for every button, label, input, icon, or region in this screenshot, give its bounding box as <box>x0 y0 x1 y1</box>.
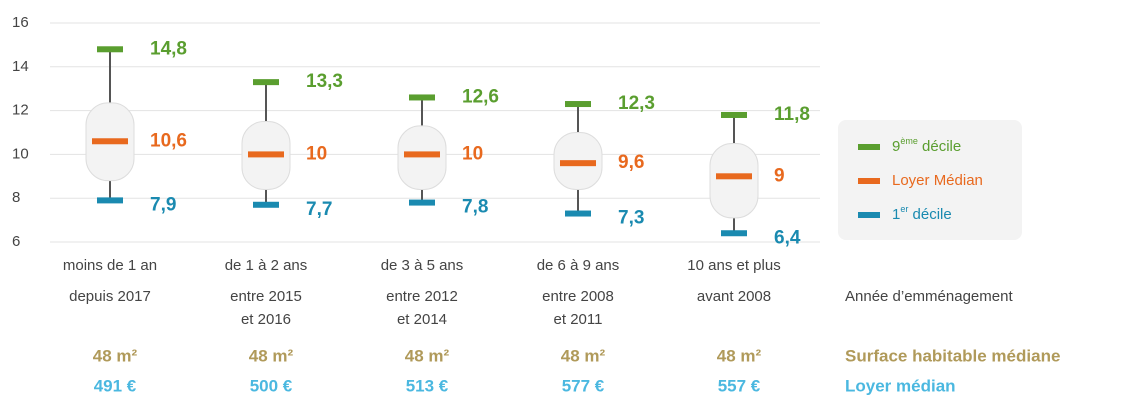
row-label: Loyer médian <box>845 376 956 395</box>
decile-cap <box>97 46 123 53</box>
decile-cap <box>409 94 435 101</box>
row-value: 513 € <box>406 376 449 395</box>
legend-text: er <box>900 204 908 214</box>
decile-cap <box>721 111 747 118</box>
decile-cap <box>253 201 279 208</box>
legend-text: décile <box>908 206 951 223</box>
legend-text: Loyer Médian <box>892 172 983 189</box>
median-bar <box>716 173 752 180</box>
y-tick-label: 8 <box>12 189 20 206</box>
legend-label: 1er décile <box>892 204 952 223</box>
data-label: 10,6 <box>150 130 187 151</box>
x-tick-label: et 2016 <box>241 311 291 328</box>
data-label: 7,8 <box>462 197 488 218</box>
box <box>709 142 759 219</box>
box <box>397 125 447 190</box>
data-label: 7,3 <box>618 208 644 229</box>
legend-text: 1 <box>892 206 900 223</box>
x-tick-label: et 2011 <box>554 311 603 328</box>
decile-cap <box>253 79 279 86</box>
y-tick-label: 16 <box>12 14 29 31</box>
x-tick-label: de 6 à 9 ans <box>537 257 620 274</box>
row-value: 500 € <box>250 376 293 395</box>
data-label: 6,4 <box>774 227 801 248</box>
row-value: 491 € <box>94 376 137 395</box>
legend-swatch <box>858 144 880 150</box>
decile-cap <box>565 101 591 108</box>
data-label: 10 <box>462 143 483 164</box>
row-value: 48 m² <box>561 346 606 365</box>
row-label: Surface habitable médiane <box>845 346 1060 365</box>
x-tick-label: moins de 1 an <box>63 257 157 274</box>
row-value: 48 m² <box>717 346 762 365</box>
legend-label: Loyer Médian <box>892 172 983 189</box>
data-label: 7,9 <box>150 194 176 215</box>
median-bar <box>560 160 596 167</box>
decile-cap <box>565 210 591 217</box>
legend-text: décile <box>918 138 961 155</box>
x-tick-label: et 2014 <box>397 311 447 328</box>
legend-label: 9ème décile <box>892 136 961 155</box>
row-value: 48 m² <box>93 346 138 365</box>
legend-box <box>838 120 1022 240</box>
data-label: 13,3 <box>306 71 343 92</box>
data-label: 12,6 <box>462 86 499 107</box>
x-tick-label: de 3 à 5 ans <box>381 257 464 274</box>
x-tick-label: 10 ans et plus <box>687 257 780 274</box>
data-label: 9,6 <box>618 152 644 173</box>
legend-swatch <box>858 178 880 184</box>
data-label: 11,8 <box>774 104 810 125</box>
x-tick-label: depuis 2017 <box>69 288 151 305</box>
y-tick-label: 12 <box>12 102 29 119</box>
data-label: 14,8 <box>150 38 187 59</box>
y-tick-label: 10 <box>12 145 29 162</box>
median-bar <box>404 151 440 158</box>
y-tick-label: 6 <box>12 233 20 250</box>
x-tick-label: entre 2008 <box>542 288 614 305</box>
data-label: 9 <box>774 165 785 186</box>
x-tick-label: de 1 à 2 ans <box>225 257 308 274</box>
x-tick-label: entre 2015 <box>230 288 302 305</box>
y-tick-label: 14 <box>12 58 29 75</box>
x-axis-label: Année d’emménagement <box>845 288 1013 305</box>
median-bar <box>92 138 128 145</box>
legend-text: ème <box>900 136 918 146</box>
decile-cap <box>721 230 747 237</box>
row-value: 48 m² <box>405 346 450 365</box>
data-label: 12,3 <box>618 93 655 114</box>
decile-cap <box>97 197 123 204</box>
row-value: 577 € <box>562 376 605 395</box>
row-value: 48 m² <box>249 346 294 365</box>
median-bar <box>248 151 284 158</box>
x-tick-label: avant 2008 <box>697 288 771 305</box>
legend-swatch <box>858 212 880 218</box>
row-value: 557 € <box>718 376 761 395</box>
legend-text: 9 <box>892 138 900 155</box>
decile-cap <box>409 199 435 206</box>
data-label: 10 <box>306 143 327 164</box>
data-label: 7,7 <box>306 199 332 220</box>
x-tick-label: entre 2012 <box>386 288 458 305</box>
